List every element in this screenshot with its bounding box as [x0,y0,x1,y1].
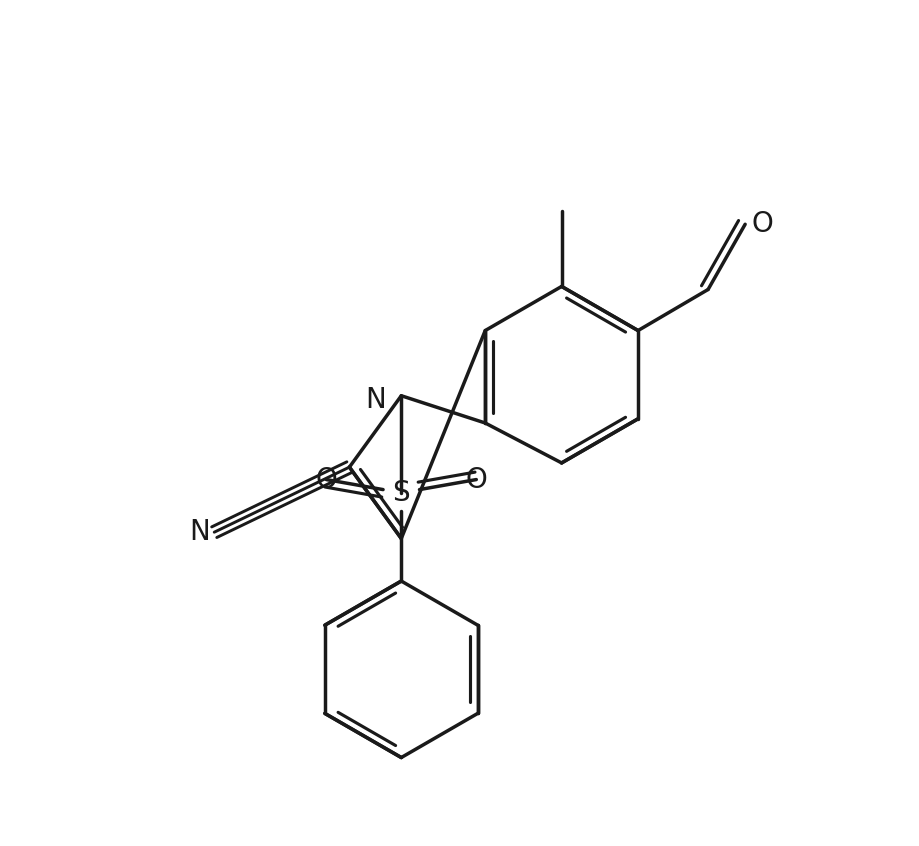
Text: N: N [365,386,386,414]
Text: O: O [465,465,487,493]
Text: S: S [392,479,410,507]
Text: O: O [315,465,336,493]
Text: N: N [189,519,210,547]
Text: O: O [751,211,773,239]
